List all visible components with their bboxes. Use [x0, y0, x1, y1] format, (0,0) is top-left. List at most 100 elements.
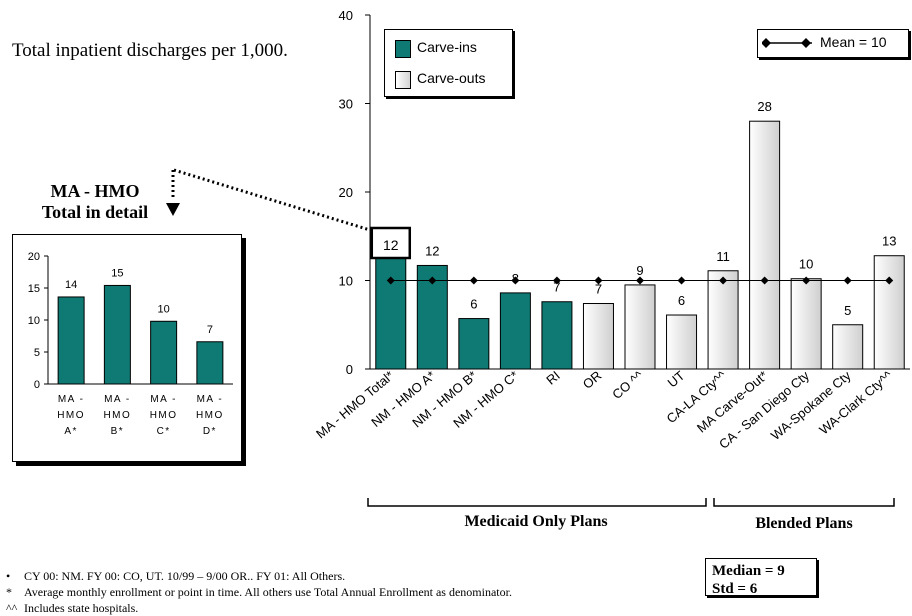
inset-x-tick-label: MA - HMO C*	[150, 394, 178, 437]
footnotes: • CY 00: NM. FY 00: CO, UT. 10/99 – 9/00 …	[6, 568, 512, 616]
mean-marker	[719, 276, 728, 285]
inset-chart-box: 0 5 10 15 20 14 MA - HMO A* 15 MA - HMO B* 10 MA - HMO C…	[12, 234, 242, 462]
inset-title-line1: MA - HMO	[50, 181, 140, 201]
inset-x-tick-line: HMO	[57, 410, 85, 421]
bar-value-label: 5	[844, 303, 851, 318]
connector-dotted-line	[173, 168, 371, 232]
mean-marker	[636, 276, 644, 285]
bar-value-label: 6	[470, 297, 477, 312]
bracket-blended	[713, 498, 895, 507]
bar	[790, 278, 822, 370]
y-tick-label: 40	[339, 8, 353, 23]
x-tick-label: OR	[580, 368, 605, 392]
inset-x-tick-label: MA - HMO B*	[103, 394, 131, 437]
inset-chart: 0 5 10 15 20 14 MA - HMO A* 15 MA - HMO B* 10 MA - HMO C…	[28, 251, 233, 437]
bar	[375, 257, 407, 370]
inset-title: MA - HMO Total in detail	[20, 181, 170, 223]
y-tick-label: 20	[339, 185, 353, 200]
highlight-box	[370, 226, 412, 260]
inset-x-tick-line: HMO	[103, 410, 131, 421]
bar	[582, 303, 614, 370]
mean-marker	[843, 276, 852, 285]
stats-box: Median = 9 Std = 6	[705, 558, 817, 597]
footnote-1: • CY 00: NM. FY 00: CO, UT. 10/99 – 9/00 …	[6, 569, 346, 583]
inset-x-tick-line: MA -	[150, 394, 177, 405]
inset-x-tick-line: C*	[157, 426, 171, 437]
inset-bar-value-label: 14	[65, 279, 77, 291]
bar	[624, 284, 656, 370]
x-tick-label: UT	[665, 368, 688, 391]
inset-x-tick-line: D*	[203, 426, 217, 437]
mean-legend-box: Mean = 10	[757, 29, 909, 58]
bar	[707, 270, 739, 370]
mean-marker	[428, 276, 437, 285]
inset-bar-value-label: 10	[158, 303, 170, 315]
bar	[458, 318, 490, 370]
bar	[832, 324, 864, 370]
inset-x-tick-line: HMO	[150, 410, 178, 421]
y-tick-label: 30	[339, 97, 353, 112]
bar	[873, 255, 905, 370]
inset-x-tick-label: MA - HMO D*	[196, 394, 224, 437]
inset-x-tick-line: HMO	[196, 410, 224, 421]
x-tick-label: MA Carve-Out*	[694, 368, 771, 436]
mean-marker	[511, 276, 520, 285]
bar	[666, 314, 698, 370]
stats-median: Median = 9	[712, 563, 785, 579]
bar-value-label: 13	[882, 234, 896, 249]
mean-legend-marker	[762, 38, 812, 48]
legend-box: Carve-ins Carve-outs	[384, 29, 513, 97]
mean-marker	[594, 276, 603, 285]
inset-y-tick-label: 10	[28, 315, 40, 327]
bar	[541, 301, 573, 370]
stats-std: Std = 6	[712, 581, 758, 597]
mean-marker	[677, 276, 686, 285]
inset-x-tick-line: B*	[111, 426, 125, 437]
mean-marker	[760, 276, 769, 285]
inset-bar-value-label: 7	[207, 324, 213, 336]
bar-value-label: 7	[553, 280, 560, 295]
highlight-value-label: 12	[383, 237, 399, 253]
inset-x-tick-line: A*	[64, 426, 78, 437]
inset-y-tick-label: 15	[28, 283, 40, 295]
bar-value-label: 7	[595, 282, 602, 297]
inset-x-tick-line: MA -	[58, 394, 85, 405]
mean-legend-label: Mean = 10	[820, 34, 887, 50]
x-tick-label: CO ^^	[609, 367, 646, 402]
legend-label-carve-in: Carve-ins	[417, 39, 477, 55]
legend-label-carve-out: Carve-outs	[417, 70, 486, 86]
inset-y-tick-label: 0	[34, 379, 40, 391]
mean-marker	[552, 276, 561, 285]
mean-marker	[469, 276, 478, 285]
x-tick-label: WA-Clark Cty^^	[816, 367, 896, 437]
inset-title-line2: Total in detail	[41, 202, 149, 222]
arrow-down-icon	[166, 203, 180, 216]
inset-y-tick-label: 5	[34, 347, 40, 359]
footnote-2: * Average monthly enrollment or point in …	[6, 585, 512, 599]
legend-swatch-carve-in	[395, 40, 411, 58]
inset-bar-value-label: 15	[111, 267, 123, 279]
inset-y-tick-label: 20	[28, 251, 40, 263]
y-tick-label: 0	[346, 362, 353, 377]
inset-x-tick-line: MA -	[197, 394, 224, 405]
inset-bar	[103, 284, 131, 385]
inset-x-tick-line: MA -	[104, 394, 131, 405]
bracket-medicaid	[367, 498, 707, 507]
inset-bar	[150, 320, 178, 385]
bar-value-label: 11	[716, 249, 730, 264]
bar-value-label: 12	[425, 243, 439, 258]
y-tick-label: 10	[339, 274, 353, 289]
bar-value-label: 28	[757, 99, 771, 114]
bar-value-label: 6	[678, 293, 685, 308]
bar-value-label: 10	[799, 257, 813, 272]
mean-marker	[802, 276, 811, 285]
inset-bar	[57, 296, 85, 385]
x-tick-label: RI	[543, 368, 563, 388]
group-label-blended: Blended Plans	[755, 515, 853, 532]
inset-x-tick-label: MA - HMO A*	[57, 394, 85, 437]
bar	[749, 120, 781, 370]
chart-subtitle: Total inpatient discharges per 1,000.	[12, 40, 288, 61]
footnote-3: ^^ Includes state hospitals.	[6, 601, 139, 615]
bar-value-label: 9	[636, 263, 643, 278]
bar	[499, 292, 531, 370]
